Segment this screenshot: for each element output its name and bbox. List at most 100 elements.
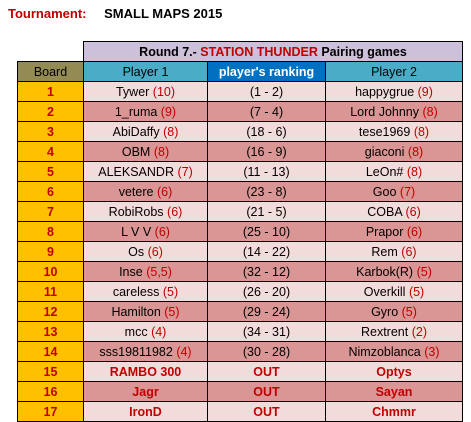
ranking-text: OUT [253, 364, 280, 379]
pairing-row: 16 Jagr OUT Sayan [17, 381, 463, 402]
player1-cell: Os (6) [83, 241, 208, 262]
ranking-text: (16 - 9) [246, 144, 287, 159]
player-name: AbiDaffy [112, 124, 160, 139]
board-number-text: 14 [43, 344, 58, 359]
player2-cell: LeOn# (8) [325, 161, 463, 182]
ranking-cell: (25 - 10) [207, 221, 326, 242]
board-number: 11 [17, 281, 84, 302]
player2-cell: Gyro (5) [325, 301, 463, 322]
board-number-text: 7 [47, 204, 54, 219]
board-number: 2 [17, 101, 84, 122]
ranking-text: OUT [253, 384, 280, 399]
board-number-text: 2 [47, 104, 54, 119]
ranking-text: (11 - 13) [243, 164, 290, 179]
player-name: L V V [121, 224, 152, 239]
player2-cell: tese1969 (8) [325, 121, 463, 142]
ranking-cell: (21 - 5) [207, 201, 326, 222]
player2-cell: Rem (6) [325, 241, 463, 262]
player-name: RobiRobs [108, 204, 164, 219]
ranking-cell: OUT [207, 381, 326, 402]
player-score: (4) [151, 324, 167, 339]
player1-cell: RobiRobs (6) [83, 201, 208, 222]
board-number: 7 [17, 201, 84, 222]
round-prefix: Round 7.- [139, 44, 201, 59]
board-number: 10 [17, 261, 84, 282]
player-score: (5,5) [146, 264, 172, 279]
player-name: sss19811982 [99, 344, 173, 359]
board-number: 9 [17, 241, 84, 262]
header-player2: Player 2 [325, 61, 463, 82]
board-number: 14 [17, 341, 84, 362]
pairing-row: 5 ALEKSANDR (7) (11 - 13) LeOn# (8) [17, 161, 463, 182]
player1-cell: vetere (6) [83, 181, 208, 202]
player1-cell: ALEKSANDR (7) [83, 161, 208, 182]
pairing-row: 10 Inse (5,5) (32 - 12) Karbok(R) (5) [17, 261, 463, 282]
board-number-text: 11 [43, 284, 58, 299]
player2-cell: Goo (7) [325, 181, 463, 202]
ranking-text: (14 - 22) [242, 244, 291, 259]
pairing-row: 4 OBM (8) (16 - 9) giaconi (8) [17, 141, 463, 162]
player-score: (7) [399, 184, 416, 199]
board-number-text: 4 [47, 144, 54, 159]
pairing-table: Round 7.- STATION THUNDER Pairing games … [17, 41, 463, 422]
round-map: STATION THUNDER [200, 44, 318, 59]
player1-cell: L V V (6) [83, 221, 208, 242]
tournament-name: SMALL MAPS 2015 [104, 6, 223, 21]
board-number: 6 [17, 181, 84, 202]
player2-cell: Rextrent (2) [325, 321, 463, 342]
player1-cell: careless (5) [83, 281, 208, 302]
player1-cell: AbiDaffy (8) [83, 121, 208, 142]
player-name: Tywer [115, 84, 150, 99]
ranking-text: (34 - 31) [242, 324, 291, 339]
ranking-cell: (18 - 6) [207, 121, 326, 142]
header-player1: Player 1 [83, 61, 208, 82]
player-score: (6) [167, 204, 183, 219]
board-number-text: 16 [43, 384, 58, 399]
player-score: (5) [416, 264, 432, 279]
player-name: mcc [124, 324, 148, 339]
player-name: LeOn# [365, 164, 404, 179]
player-name: Os [128, 244, 145, 259]
pairing-row: 14 sss19811982 (4) (30 - 28) Nimzoblanca (3… [17, 341, 463, 362]
player-score: (5) [164, 304, 180, 319]
ranking-cell: (23 - 8) [207, 181, 326, 202]
player1-cell: sss19811982 (4) [83, 341, 208, 362]
player-score: (9) [160, 104, 177, 119]
ranking-cell: (11 - 13) [207, 161, 326, 182]
player2-cell: COBA (6) [325, 201, 463, 222]
player-name: Inse [119, 264, 143, 279]
ranking-cell: (29 - 24) [207, 301, 326, 322]
player-score: (6) [405, 204, 421, 219]
board-number-text: 8 [47, 224, 54, 239]
board-number: 5 [17, 161, 84, 182]
ranking-cell: (7 - 4) [207, 101, 326, 122]
player2-cell: Karbok(R) (5) [325, 261, 463, 282]
player-score: (6) [147, 244, 163, 259]
player-name: Hamilton [111, 304, 161, 319]
player-score: (5) [408, 284, 425, 299]
board-number-text: 6 [47, 184, 54, 199]
player-name: careless [112, 284, 160, 299]
player-score: (8) [163, 124, 179, 139]
ranking-cell: (30 - 28) [207, 341, 326, 362]
board-number-text: 3 [47, 124, 54, 139]
ranking-text: (18 - 6) [246, 124, 287, 139]
player-name: Rextrent [360, 324, 409, 339]
player-score: (8) [407, 144, 424, 159]
player-name: IronD [129, 404, 162, 419]
board-number: 1 [17, 81, 84, 102]
board-number-text: 15 [43, 364, 58, 379]
player-name: tese1969 [358, 124, 411, 139]
player1-cell: RAMBO 300 [83, 361, 208, 382]
player-score: (10) [152, 84, 176, 99]
ranking-text: (23 - 8) [246, 184, 287, 199]
player-name: giaconi [364, 144, 405, 159]
player2-cell: Overkill (5) [325, 281, 463, 302]
board-number: 13 [17, 321, 84, 342]
board-number: 12 [17, 301, 84, 322]
player-score: (6) [401, 244, 417, 259]
player2-cell: Optys [325, 361, 463, 382]
player-name: Overkill [363, 284, 406, 299]
tournament-heading: Tournament: SMALL MAPS 2015 [8, 6, 222, 21]
board-number-text: 10 [43, 264, 58, 279]
